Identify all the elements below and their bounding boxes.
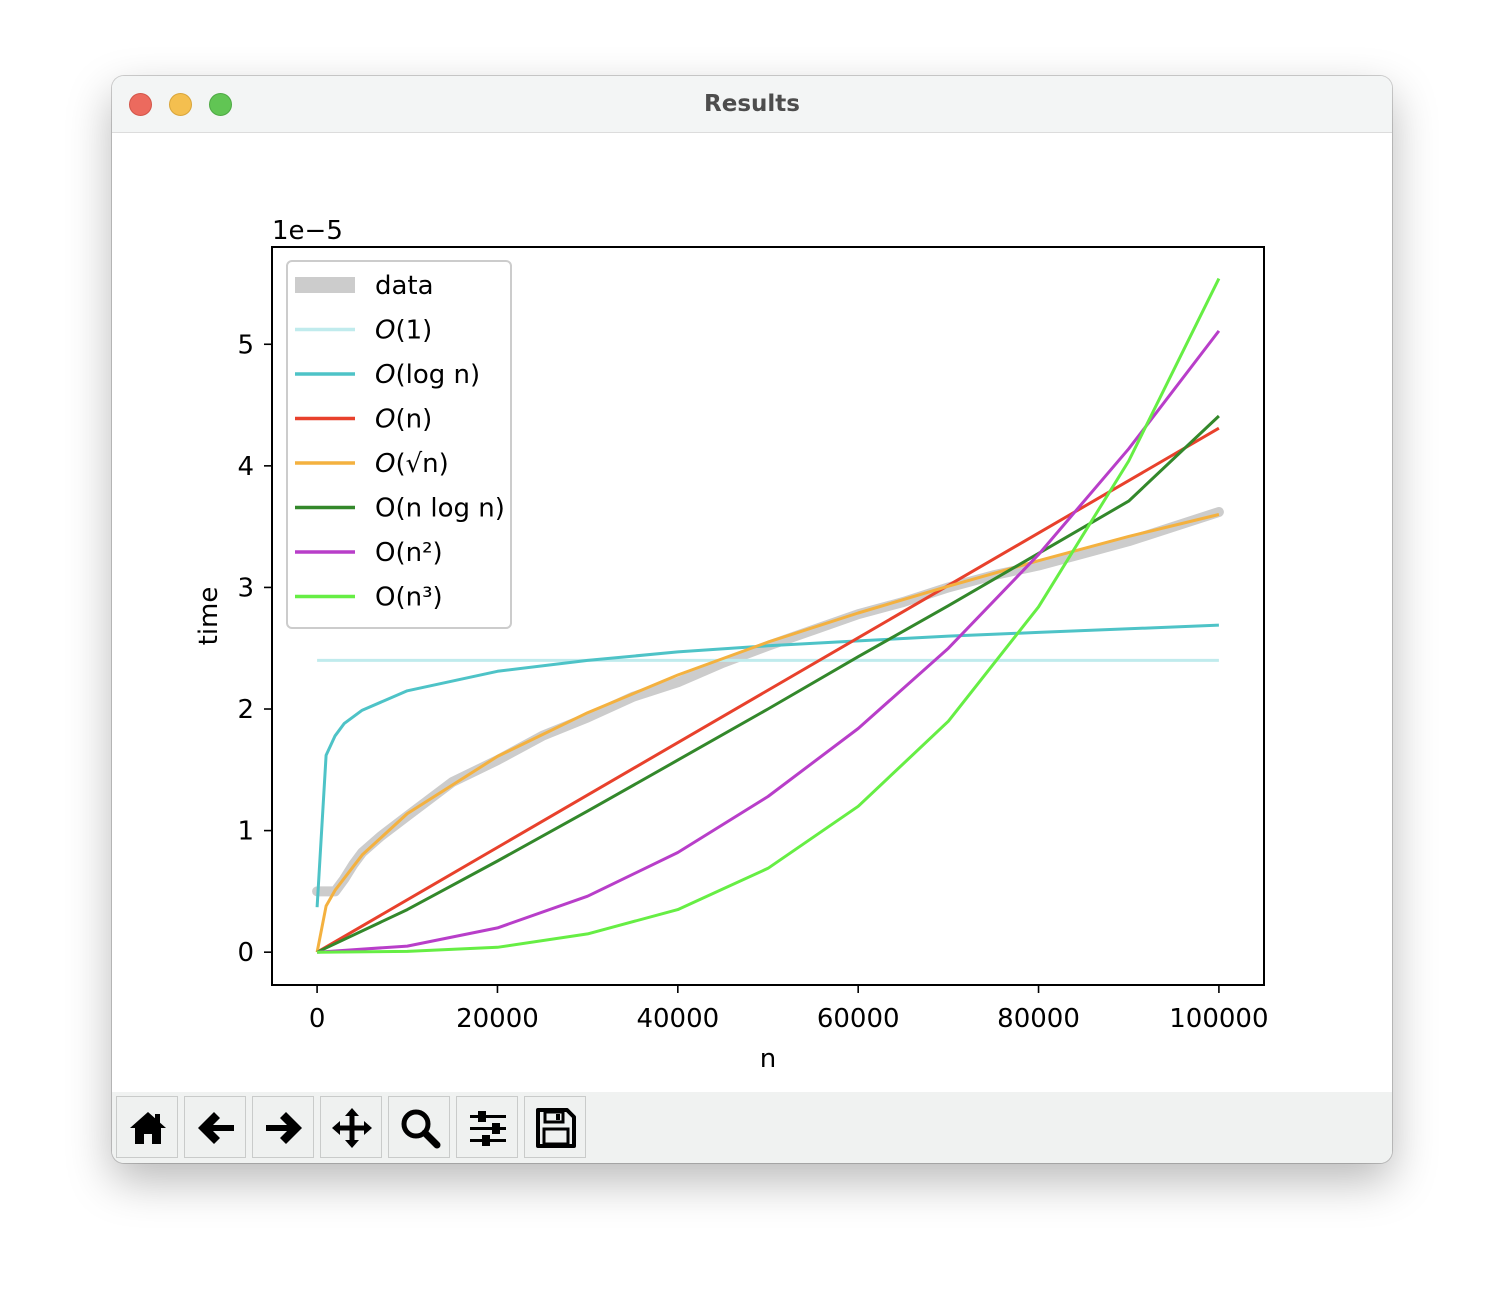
- y-tick-label: 0: [237, 938, 254, 968]
- minimize-window-button[interactable]: [169, 93, 192, 116]
- y-tick-label: 5: [237, 330, 254, 360]
- series-line-6: [316, 329, 1221, 954]
- legend-label: data: [375, 271, 434, 301]
- x-tick-label: 60000: [817, 1004, 900, 1034]
- legend-label: O(n): [375, 405, 432, 435]
- arrow-left-icon: [198, 1112, 234, 1144]
- forward-button[interactable]: [252, 1096, 314, 1158]
- x-tick-label: 0: [309, 1004, 326, 1034]
- back-button[interactable]: [184, 1096, 246, 1158]
- chart: 0 20000 40000 60000 80000 100000 0 1 2 3 4 5 1e−5 n ti…: [194, 216, 1269, 1074]
- legend: data O(1) O(log n) O(n) O(√n) O(n log n) O(n²)…: [286, 260, 512, 629]
- series-line-5: [316, 414, 1220, 954]
- configure-subplots-button[interactable]: [456, 1096, 518, 1158]
- plot-area: [312, 277, 1224, 954]
- legend-label: O(n³): [375, 583, 443, 613]
- pan-button[interactable]: [320, 1096, 382, 1158]
- magnifier-icon: [401, 1109, 441, 1149]
- legend-label: O(n²): [375, 538, 443, 568]
- title-bar: Results: [112, 76, 1392, 133]
- y-axis-label: time: [194, 587, 224, 646]
- home-button[interactable]: [116, 1096, 178, 1158]
- navigation-toolbar: [112, 1092, 1392, 1163]
- zoom-button[interactable]: [388, 1096, 450, 1158]
- series-line-3: [316, 426, 1220, 954]
- results-window: Results 0 20000 40000 60000 80000 100000 0 1 2 3 4…: [112, 76, 1392, 1163]
- y-tick-label: 3: [237, 573, 254, 603]
- axes-frame: [271, 246, 1265, 986]
- save-button[interactable]: [524, 1096, 586, 1158]
- x-tick-label: 80000: [997, 1004, 1080, 1034]
- window-title: Results: [704, 91, 800, 117]
- x-tick-label: 100000: [1169, 1004, 1268, 1034]
- y-tick-label: 1: [237, 817, 254, 847]
- series-line-7: [317, 277, 1221, 954]
- legend-frame: [286, 260, 512, 629]
- home-icon: [130, 1112, 166, 1144]
- series-line-2: [315, 623, 1219, 908]
- maximize-window-button[interactable]: [209, 93, 232, 116]
- x-tick-label: 20000: [456, 1004, 539, 1034]
- x-tick-label: 40000: [636, 1004, 719, 1034]
- floppy-disk-icon: [536, 1108, 576, 1148]
- close-window-button[interactable]: [129, 93, 152, 116]
- legend-label: O(1): [375, 316, 432, 346]
- x-axis-label: n: [760, 1044, 776, 1074]
- sliders-icon: [470, 1111, 506, 1146]
- y-tick-label: 2: [237, 695, 254, 725]
- figure-canvas: 0 20000 40000 60000 80000 100000 0 1 2 3 4 5 1e−5 n ti…: [112, 133, 1392, 1092]
- arrow-right-icon: [266, 1112, 302, 1144]
- legend-label: O(log n): [375, 360, 480, 390]
- legend-label: O(n log n): [375, 494, 505, 524]
- y-offset-text: 1e−5: [272, 216, 343, 246]
- move-icon: [332, 1108, 372, 1148]
- y-tick-label: 4: [237, 452, 254, 482]
- series-line-4: [315, 513, 1220, 953]
- legend-label: O(√n): [375, 449, 449, 479]
